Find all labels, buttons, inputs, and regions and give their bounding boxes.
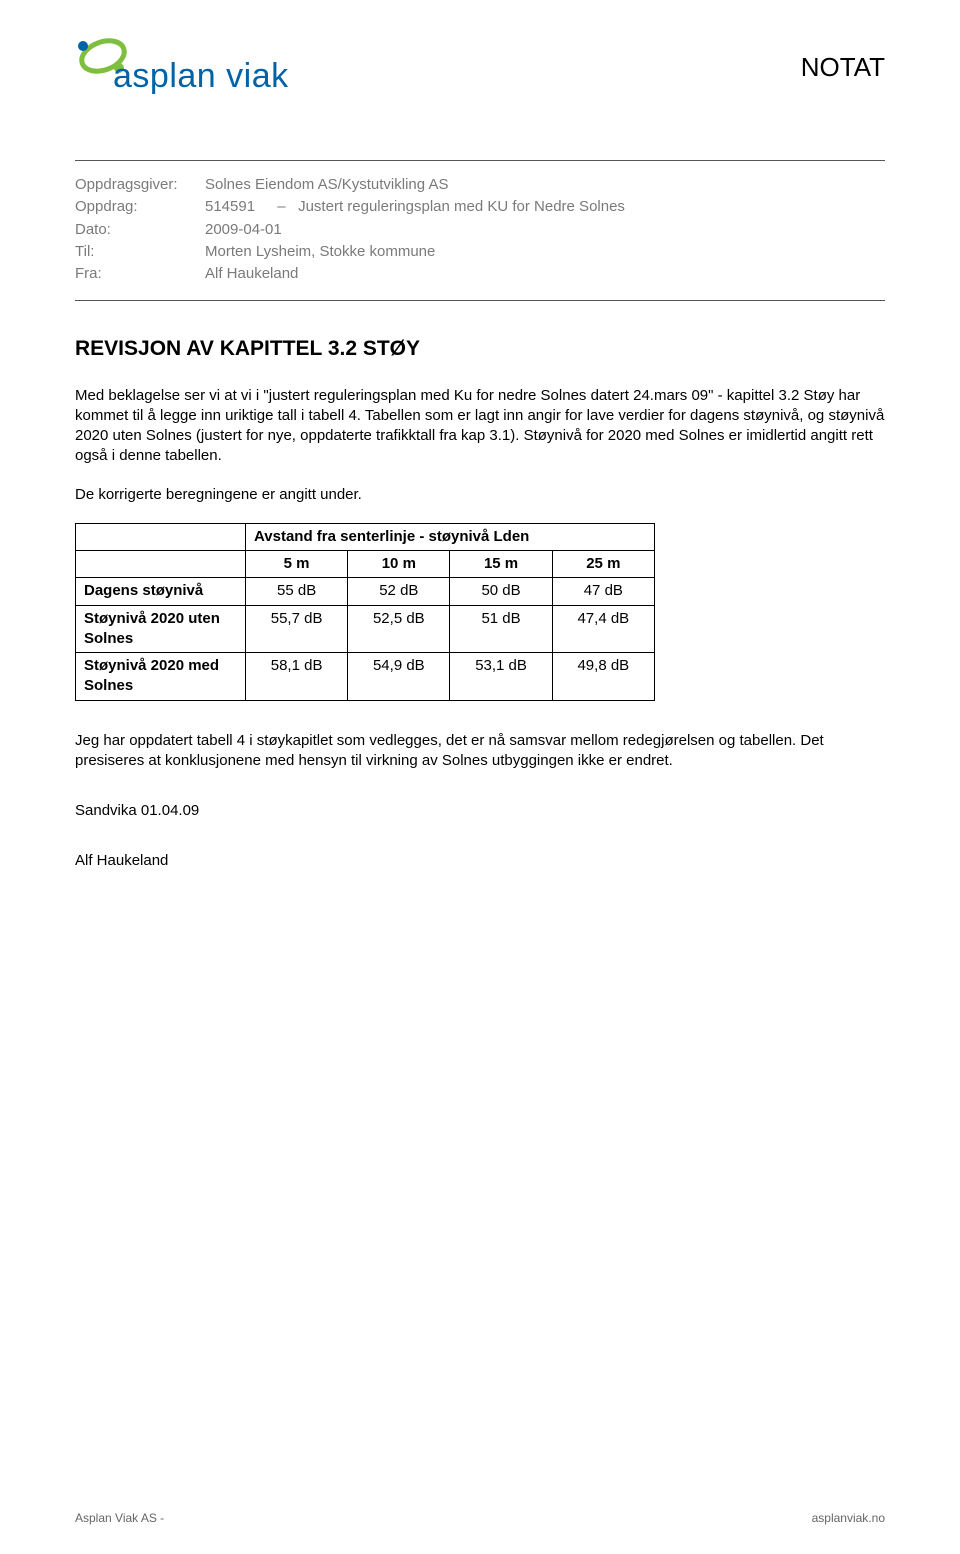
meta-val-oppdragsgiver: Solnes Eiendom AS/Kystutvikling AS	[205, 175, 885, 195]
meta-val-til: Morten Lysheim, Stokke kommune	[205, 242, 885, 262]
table-cell-blank	[76, 551, 246, 578]
table-cell-blank	[76, 523, 246, 550]
table-col-header: 5 m	[246, 551, 348, 578]
table-cell: 49,8 dB	[552, 653, 654, 701]
paragraph-3: Jeg har oppdatert tabell 4 i støykapitle…	[75, 731, 885, 772]
page-footer: Asplan Viak AS - asplanviak.no	[75, 1510, 885, 1526]
oppdrag-name: Justert reguleringsplan med KU for Nedre…	[298, 198, 625, 215]
meta-val-fra: Alf Haukeland	[205, 264, 885, 284]
table-col-header: 15 m	[450, 551, 552, 578]
table-row: Støynivå 2020 med Solnes 58,1 dB 54,9 dB…	[76, 653, 655, 701]
table-cell: 54,9 dB	[348, 653, 450, 701]
paragraph-2: De korrigerte beregningene er angitt und…	[75, 485, 885, 505]
meta-label-oppdrag: Oppdrag:	[75, 197, 205, 217]
signature-place-date: Sandvika 01.04.09	[75, 801, 885, 821]
table-cell: 47,4 dB	[552, 605, 654, 653]
table-span-header: Avstand fra senterlinje - støynivå Lden	[246, 523, 655, 550]
oppdrag-separator: –	[277, 198, 294, 215]
meta-val-dato: 2009-04-01	[205, 220, 885, 240]
paragraph-1: Med beklagelse ser vi at vi i "justert r…	[75, 386, 885, 467]
table-col-header: 10 m	[348, 551, 450, 578]
company-logo: asplan viak	[75, 40, 335, 100]
meta-label-til: Til:	[75, 242, 205, 262]
body-text: Med beklagelse ser vi at vi i "justert r…	[75, 386, 885, 872]
meta-label-fra: Fra:	[75, 264, 205, 284]
logo-text: asplan viak	[113, 54, 289, 100]
table-row-label: Støynivå 2020 med Solnes	[76, 653, 246, 701]
noise-table: Avstand fra senterlinje - støynivå Lden …	[75, 523, 655, 701]
oppdrag-number: 514591	[205, 197, 255, 217]
meta-label-oppdragsgiver: Oppdragsgiver:	[75, 175, 205, 195]
page-title: REVISJON AV KAPITTEL 3.2 STØY	[75, 335, 885, 363]
table-cell: 53,1 dB	[450, 653, 552, 701]
table-row: Dagens støynivå 55 dB 52 dB 50 dB 47 dB	[76, 578, 655, 605]
meta-label-dato: Dato:	[75, 220, 205, 240]
table-row: 5 m 10 m 15 m 25 m	[76, 551, 655, 578]
table-cell: 52 dB	[348, 578, 450, 605]
table-cell: 51 dB	[450, 605, 552, 653]
signature-name: Alf Haukeland	[75, 851, 885, 871]
table-cell: 55,7 dB	[246, 605, 348, 653]
table-col-header: 25 m	[552, 551, 654, 578]
footer-left: Asplan Viak AS -	[75, 1510, 164, 1526]
document-type-label: NOTAT	[801, 50, 885, 85]
table-row-label: Støynivå 2020 uten Solnes	[76, 605, 246, 653]
table-cell: 52,5 dB	[348, 605, 450, 653]
table-cell: 50 dB	[450, 578, 552, 605]
meta-val-oppdrag: 514591 – Justert reguleringsplan med KU …	[205, 197, 885, 217]
meta-block: Oppdragsgiver: Solnes Eiendom AS/Kystutv…	[75, 160, 885, 301]
table-cell: 47 dB	[552, 578, 654, 605]
table-row: Avstand fra senterlinje - støynivå Lden	[76, 523, 655, 550]
table-row: Støynivå 2020 uten Solnes 55,7 dB 52,5 d…	[76, 605, 655, 653]
footer-right: asplanviak.no	[812, 1510, 885, 1526]
table-cell: 55 dB	[246, 578, 348, 605]
table-row-label: Dagens støynivå	[76, 578, 246, 605]
table-cell: 58,1 dB	[246, 653, 348, 701]
